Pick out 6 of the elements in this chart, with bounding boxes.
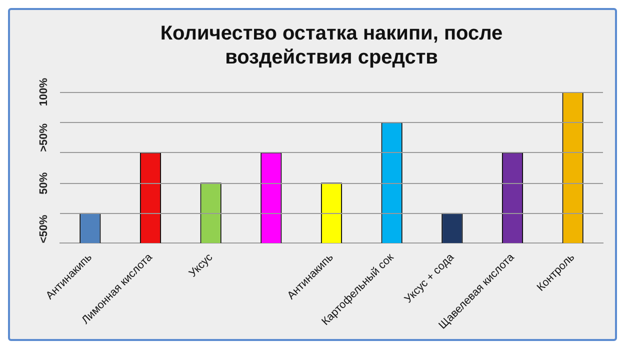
- text: 100%: [38, 78, 50, 106]
- text: 50%: [38, 172, 50, 194]
- text: <50%: [38, 214, 50, 244]
- text: воздействия средств: [225, 46, 438, 69]
- text: >50%: [38, 123, 50, 152]
- text: Количество остатка накипи, после: [160, 22, 503, 45]
